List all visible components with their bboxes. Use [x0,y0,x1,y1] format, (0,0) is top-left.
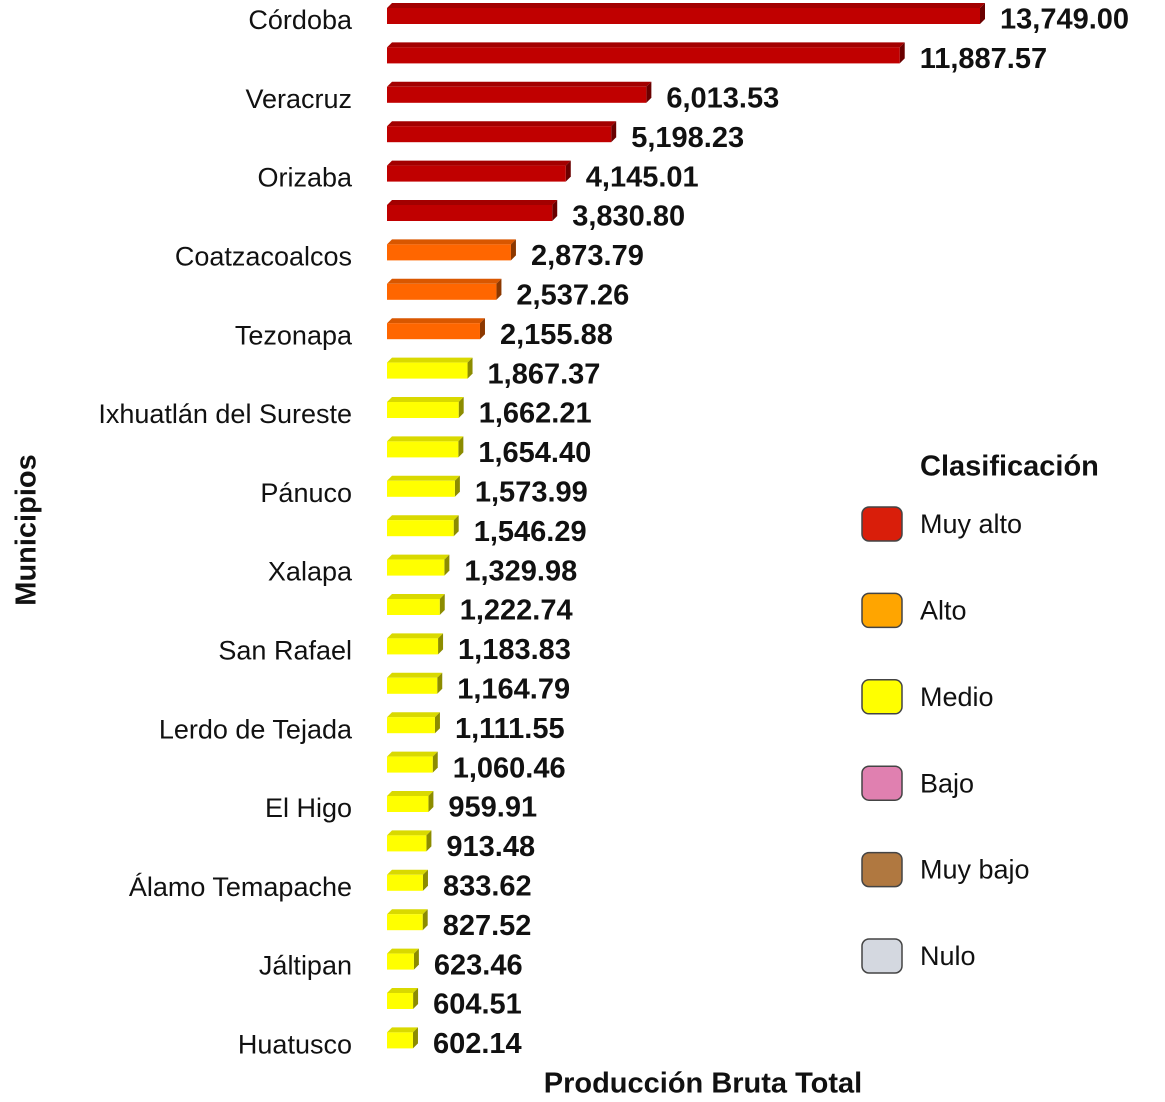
y-axis-label: Municipios [11,454,43,605]
value-label: 11,887.57 [920,43,1047,75]
bar [387,988,419,1009]
legend-label: Nulo [920,941,976,971]
legend-swatch [861,592,903,629]
legend-swatch [861,851,903,888]
bar [387,1027,418,1049]
bar [387,751,438,773]
value-label: 1,111.55 [455,713,565,745]
legend-swatch [861,938,903,974]
value-label: 833.62 [443,870,532,902]
x-axis-label: Producción Bruta Total [544,1068,862,1100]
bar [387,633,444,655]
bar [387,830,432,852]
bar [387,554,450,576]
y-tick-label: Tezonapa [235,320,353,350]
value-label: 827.52 [443,910,532,942]
bar [387,160,571,182]
value-label: 602.14 [433,1028,522,1060]
legend-label: Muy bajo [920,855,1030,885]
y-tick-label: San Rafael [218,636,352,666]
bar [387,357,473,379]
bar [387,869,428,891]
y-tick-label: Pánuco [260,478,352,508]
value-label: 5,198.23 [631,122,744,154]
legend-title: Clasificación [920,451,1099,483]
bar [387,594,445,615]
value-label: 1,662.21 [479,398,592,430]
bar [387,200,558,221]
value-label: 3,830.80 [572,201,685,233]
bar [387,672,443,694]
legend-swatch [861,506,903,542]
y-tick-label: Orizaba [257,163,353,193]
bar [387,3,985,24]
value-label: 604.51 [433,989,522,1021]
value-label: 959.91 [448,792,537,824]
bar [387,712,440,734]
legend-swatch [861,765,903,801]
value-label: 1,867.37 [488,358,601,390]
legend-swatch [861,679,903,715]
bar [387,278,502,300]
value-label: 6,013.53 [666,82,779,114]
value-label: 4,145.01 [586,161,699,193]
legend-label: Alto [920,596,967,626]
value-label: 2,155.88 [500,319,613,351]
y-tick-label: Córdoba [248,5,353,35]
bar [387,948,419,970]
value-label: 1,573.99 [475,476,588,508]
y-tick-label: Veracruz [245,84,352,114]
y-tick-label: Lerdo de Tejada [159,714,353,744]
bar [387,239,516,261]
y-tick-label: El Higo [265,793,352,823]
bar [387,909,428,931]
y-tick-label: Xalapa [268,557,353,587]
y-tick-label: Jáltipan [259,951,352,981]
bar [387,397,464,418]
value-label: 2,873.79 [531,240,644,272]
bar [387,121,617,143]
bar [387,81,652,103]
value-label: 1,329.98 [464,555,577,587]
value-label: 1,060.46 [453,752,566,784]
value-label: 913.48 [446,831,535,863]
y-tick-label: Huatusco [238,1030,352,1060]
value-label: 1,222.74 [460,595,573,627]
value-label: 1,546.29 [474,516,587,548]
value-label: 1,654.40 [478,437,591,469]
value-label: 2,537.26 [516,279,629,311]
legend-label: Bajo [920,768,974,798]
bar [387,436,464,458]
bar [387,791,434,812]
legend-label: Medio [920,682,994,712]
bar [387,42,905,64]
value-label: 623.46 [434,949,523,981]
bar [387,515,459,537]
value-label: 1,164.79 [457,673,570,705]
value-label: 1,183.83 [458,634,571,666]
y-tick-label: Ixhuatlán del Sureste [98,399,352,429]
y-tick-label: Coatzacoalcos [175,242,352,272]
bar [387,475,460,497]
y-tick-label: Álamo Temapache [129,872,352,902]
legend-label: Muy alto [920,509,1022,539]
bar [387,318,485,340]
value-label: 13,749.00 [1000,4,1129,36]
